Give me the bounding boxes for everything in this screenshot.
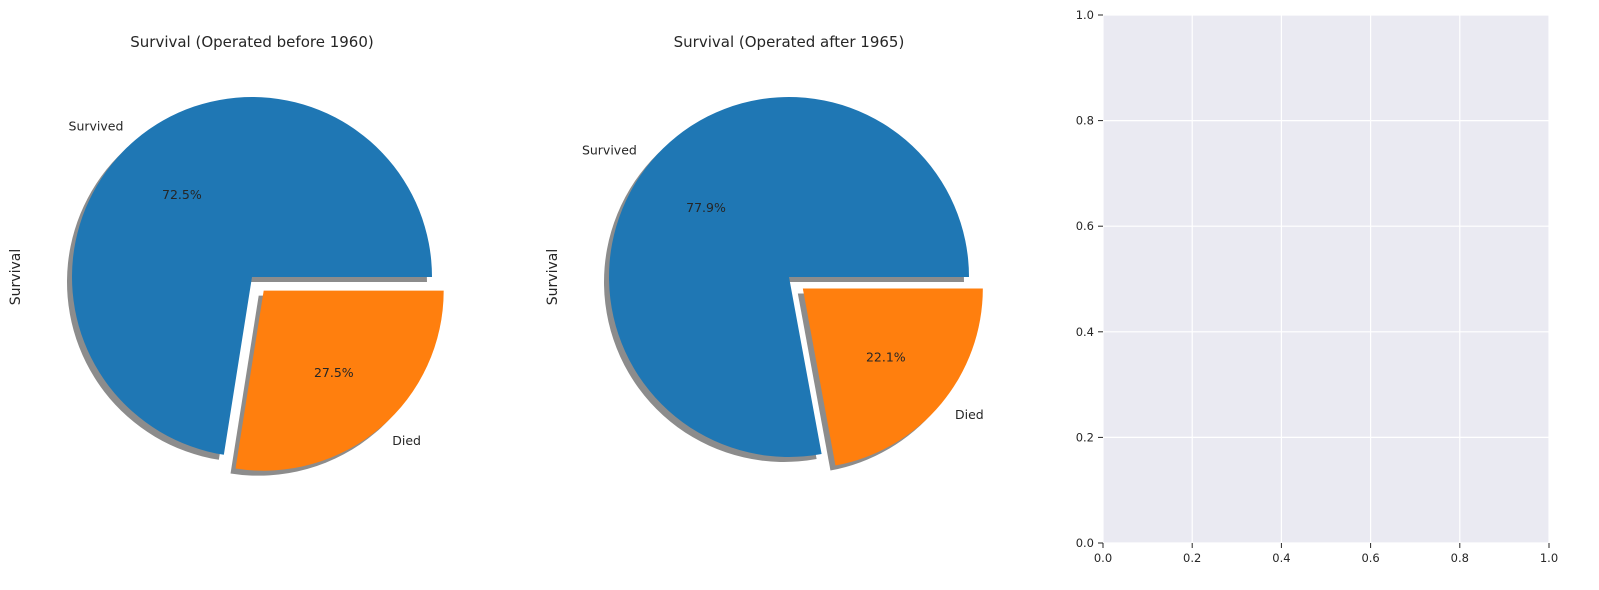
x-tick-label: 0.0	[1094, 551, 1112, 565]
pie-percent-died: 22.1%	[866, 350, 906, 365]
x-tick-label: 0.4	[1272, 551, 1290, 565]
y-tick-label: 0.2	[1076, 430, 1094, 444]
y-tick-label: 0.8	[1076, 114, 1094, 128]
pie-percent-survived: 77.9%	[686, 200, 726, 215]
x-tick-label: 0.8	[1451, 551, 1469, 565]
pie-slice-survived	[609, 97, 969, 458]
pie-label-survived: Survived	[69, 118, 124, 133]
x-tick-label: 1.0	[1540, 551, 1558, 565]
plot-area	[1103, 15, 1549, 543]
y-tick-label: 0.0	[1076, 536, 1094, 550]
pie-slice-died	[235, 290, 444, 471]
y-tick-label: 1.0	[1076, 8, 1094, 22]
pie-label-died: Died	[955, 407, 984, 422]
pie-percent-survived: 72.5%	[162, 187, 202, 202]
y-tick-label: 0.6	[1076, 219, 1094, 233]
empty-axes: 0.0 0.2 0.4 0.6 0.8 1.0 0.0 0.2 0.4 0.6 0.8 1.0	[1076, 8, 1558, 565]
chart-title: Survival (Operated before 1960)	[130, 33, 373, 51]
pie-label-survived: Survived	[582, 142, 637, 157]
x-tick-label: 0.2	[1183, 551, 1201, 565]
chart-title: Survival (Operated after 1965)	[674, 33, 905, 51]
pie-percent-died: 27.5%	[314, 365, 354, 380]
pie-slice-survived	[72, 96, 433, 455]
y-axis-label: Survival	[8, 249, 24, 305]
x-tick-label: 0.6	[1361, 551, 1379, 565]
y-tick-label: 0.4	[1076, 325, 1094, 339]
pie-chart-before-1960: Survived 72.5% Died 27.5% Survival (Operated…	[8, 33, 444, 476]
pie-chart-after-1965: Survived 77.9% Died 22.1% Survival (Operated…	[545, 33, 984, 471]
pie-label-died: Died	[392, 433, 421, 448]
pie-slice-died	[802, 288, 983, 466]
y-axis-label: Survival	[545, 249, 561, 305]
